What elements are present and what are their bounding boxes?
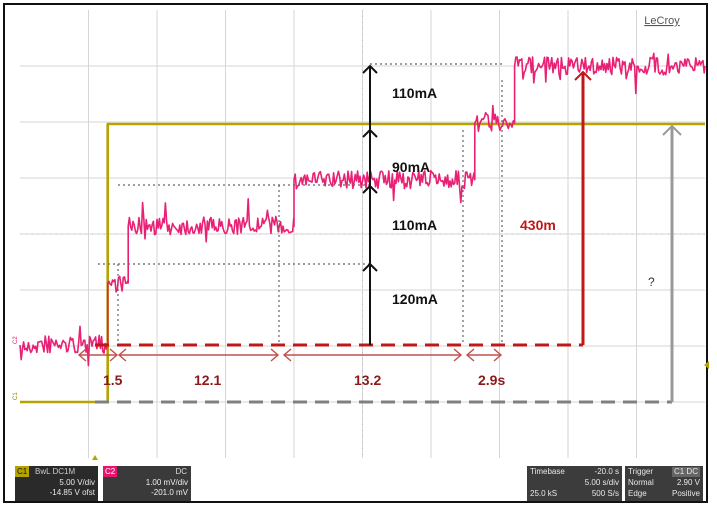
trigger-status[interactable]: Trigger C1 DC Normal 2.90 V Edge Positiv… <box>625 466 703 501</box>
interval-arrow-3-head-right <box>453 348 463 362</box>
annotations <box>77 63 709 460</box>
timebase-delay: -20.0 s <box>594 467 619 476</box>
trace-c2 <box>19 52 706 367</box>
interval-label-4: 2.9s <box>478 372 505 388</box>
timebase-per-div: 5.00 s/div <box>584 478 619 487</box>
oscilloscope-frame <box>3 3 708 503</box>
step-arrow-head-2 <box>362 128 378 138</box>
trigger-label: Trigger <box>628 467 654 476</box>
step-arrow-head-3 <box>362 184 378 194</box>
timebase-label: Timebase <box>530 467 565 476</box>
interval-label-2: 12.1 <box>194 372 221 388</box>
interval-arrow-4-head-right <box>493 348 503 362</box>
trigger-level: 2.90 V <box>676 478 700 487</box>
step-label-1: 110mA <box>392 85 437 101</box>
unknown-label: ? <box>648 275 655 289</box>
ch2-status[interactable]: C2 DC 1.00 mV/div -201.0 mV <box>103 466 191 501</box>
c1-arrow-head <box>662 124 682 136</box>
scope-traces <box>19 52 706 404</box>
ch1-mode: BwL DC1M <box>35 467 76 476</box>
scope-grid <box>20 10 705 458</box>
interval-arrow-2-head-left <box>117 348 127 362</box>
step-label-2: 90mA <box>392 159 430 175</box>
step-label-3: 110mA <box>392 217 437 233</box>
trigger-time-marker <box>92 455 98 460</box>
interval-arrow-2-head-right <box>270 348 280 362</box>
step-arrow-head-1 <box>362 64 378 74</box>
annotation-labels: LeCroy 110mA 90mA 110mA 120mA 430m ? 1.5… <box>13 15 680 400</box>
c2-channel-marker: C2 <box>13 336 19 344</box>
timebase-status[interactable]: Timebase -20.0 s 5.00 s/div 25.0 kS 500 … <box>527 466 622 501</box>
trigger-slope: Positive <box>671 489 700 498</box>
interval-label-3: 13.2 <box>354 372 381 388</box>
total-label: 430m <box>520 217 556 233</box>
ch2-mode: DC <box>175 467 187 476</box>
ch1-status[interactable]: C1 BwL DC1M 5.00 V/div -14.85 V ofst <box>15 466 98 501</box>
trace-c1 <box>20 122 705 404</box>
total-arrow-head <box>574 70 592 81</box>
ch1-offset: -14.85 V ofst <box>49 488 95 497</box>
interval-arrow-4-head-left <box>465 348 475 362</box>
ch2-offset: -201.0 mV <box>151 488 188 497</box>
ch1-scale: 5.00 V/div <box>59 478 95 487</box>
ch2-scale: 1.00 mV/div <box>145 478 188 487</box>
timebase-rate: 500 S/s <box>591 489 619 498</box>
trigger-source: C1 DC <box>671 467 700 477</box>
trigger-level-marker <box>704 361 709 369</box>
step-label-4: 120mA <box>392 291 438 307</box>
interval-arrow-3-head-left <box>282 348 292 362</box>
brand-logo: LeCroy <box>644 15 680 27</box>
timebase-samples: 25.0 kS <box>530 489 558 498</box>
interval-label-1: 1.5 <box>103 372 123 388</box>
ch2-tag: C2 <box>103 466 118 477</box>
c1-channel-marker: C1 <box>13 392 19 400</box>
trigger-type: Edge <box>628 489 647 498</box>
interval-arrow-1-head-right <box>109 348 119 362</box>
ch1-tag: C1 <box>15 466 30 477</box>
step-arrow-head-4 <box>362 262 378 272</box>
interval-arrow-1-head-left <box>77 348 87 362</box>
trigger-mode: Normal <box>628 478 654 487</box>
